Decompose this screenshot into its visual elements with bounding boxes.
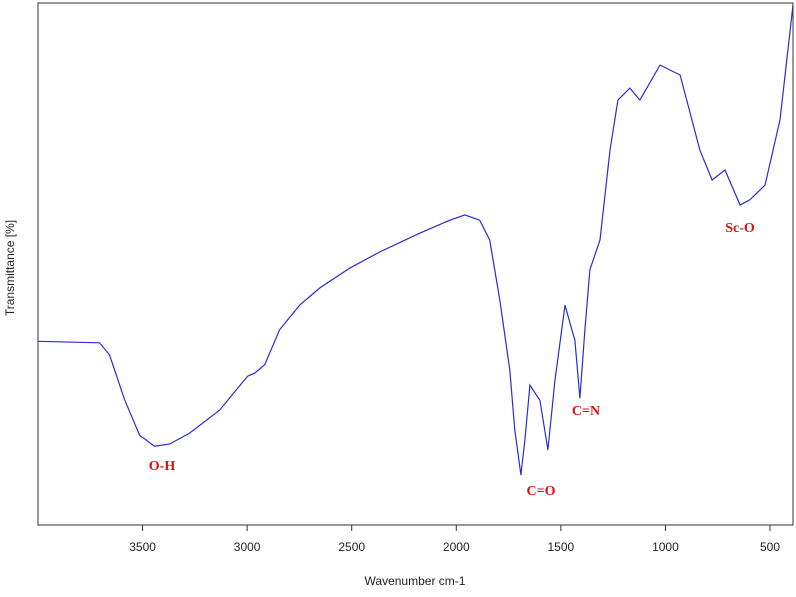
x-axis-label: Wavenumber cm-1 [365, 574, 466, 588]
spectrum-line [37, 5, 794, 475]
x-tick-label: 3000 [234, 540, 261, 554]
peak-annotation: C=N [572, 404, 600, 419]
x-tick-label: 1500 [548, 540, 575, 554]
peak-annotation: C=O [527, 484, 556, 499]
plot-frame [37, 2, 794, 526]
x-tick-label: 2000 [443, 540, 470, 554]
peak-annotation: O-H [149, 459, 176, 474]
x-tick-label: 2500 [338, 540, 365, 554]
x-tick-label: 1000 [652, 540, 679, 554]
x-tick-label: 500 [760, 540, 780, 554]
peak-annotation: Sc-O [725, 221, 755, 236]
x-tick-label: 3500 [129, 540, 156, 554]
y-axis-label: Transmittance [%] [3, 220, 17, 316]
